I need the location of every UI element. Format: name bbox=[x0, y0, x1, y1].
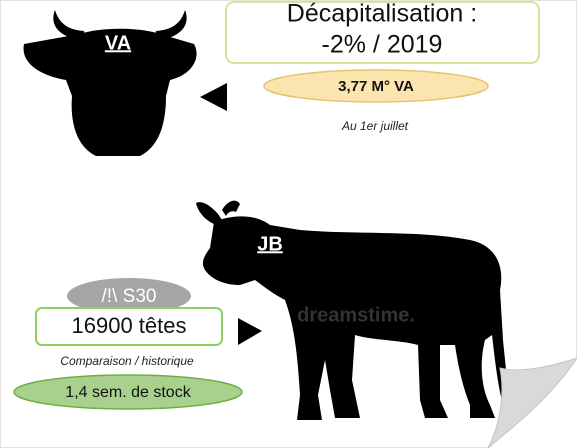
infographic: VA Décapitalisation : -2% / 2019 3,77 M°… bbox=[0, 0, 577, 448]
stock-badge-text: 1,4 sem. de stock bbox=[65, 384, 191, 401]
bull-label: JB bbox=[257, 233, 283, 255]
date-note: Au 1er juillet bbox=[341, 119, 409, 133]
page: VA Décapitalisation : -2% / 2019 3,77 M°… bbox=[0, 0, 577, 448]
headline-line2: -2% / 2019 bbox=[322, 31, 443, 59]
comparison-note: Comparaison / historique bbox=[60, 354, 194, 368]
heads-box-text: 16900 têtes bbox=[72, 313, 187, 338]
watermark: dreamstime. bbox=[297, 304, 415, 326]
count-badge-text: 3,77 M° VA bbox=[338, 78, 414, 95]
headline-line1: Décapitalisation : bbox=[287, 0, 477, 28]
alert-badge-text: /!\ S30 bbox=[102, 286, 157, 307]
cow-label: VA bbox=[105, 32, 131, 54]
